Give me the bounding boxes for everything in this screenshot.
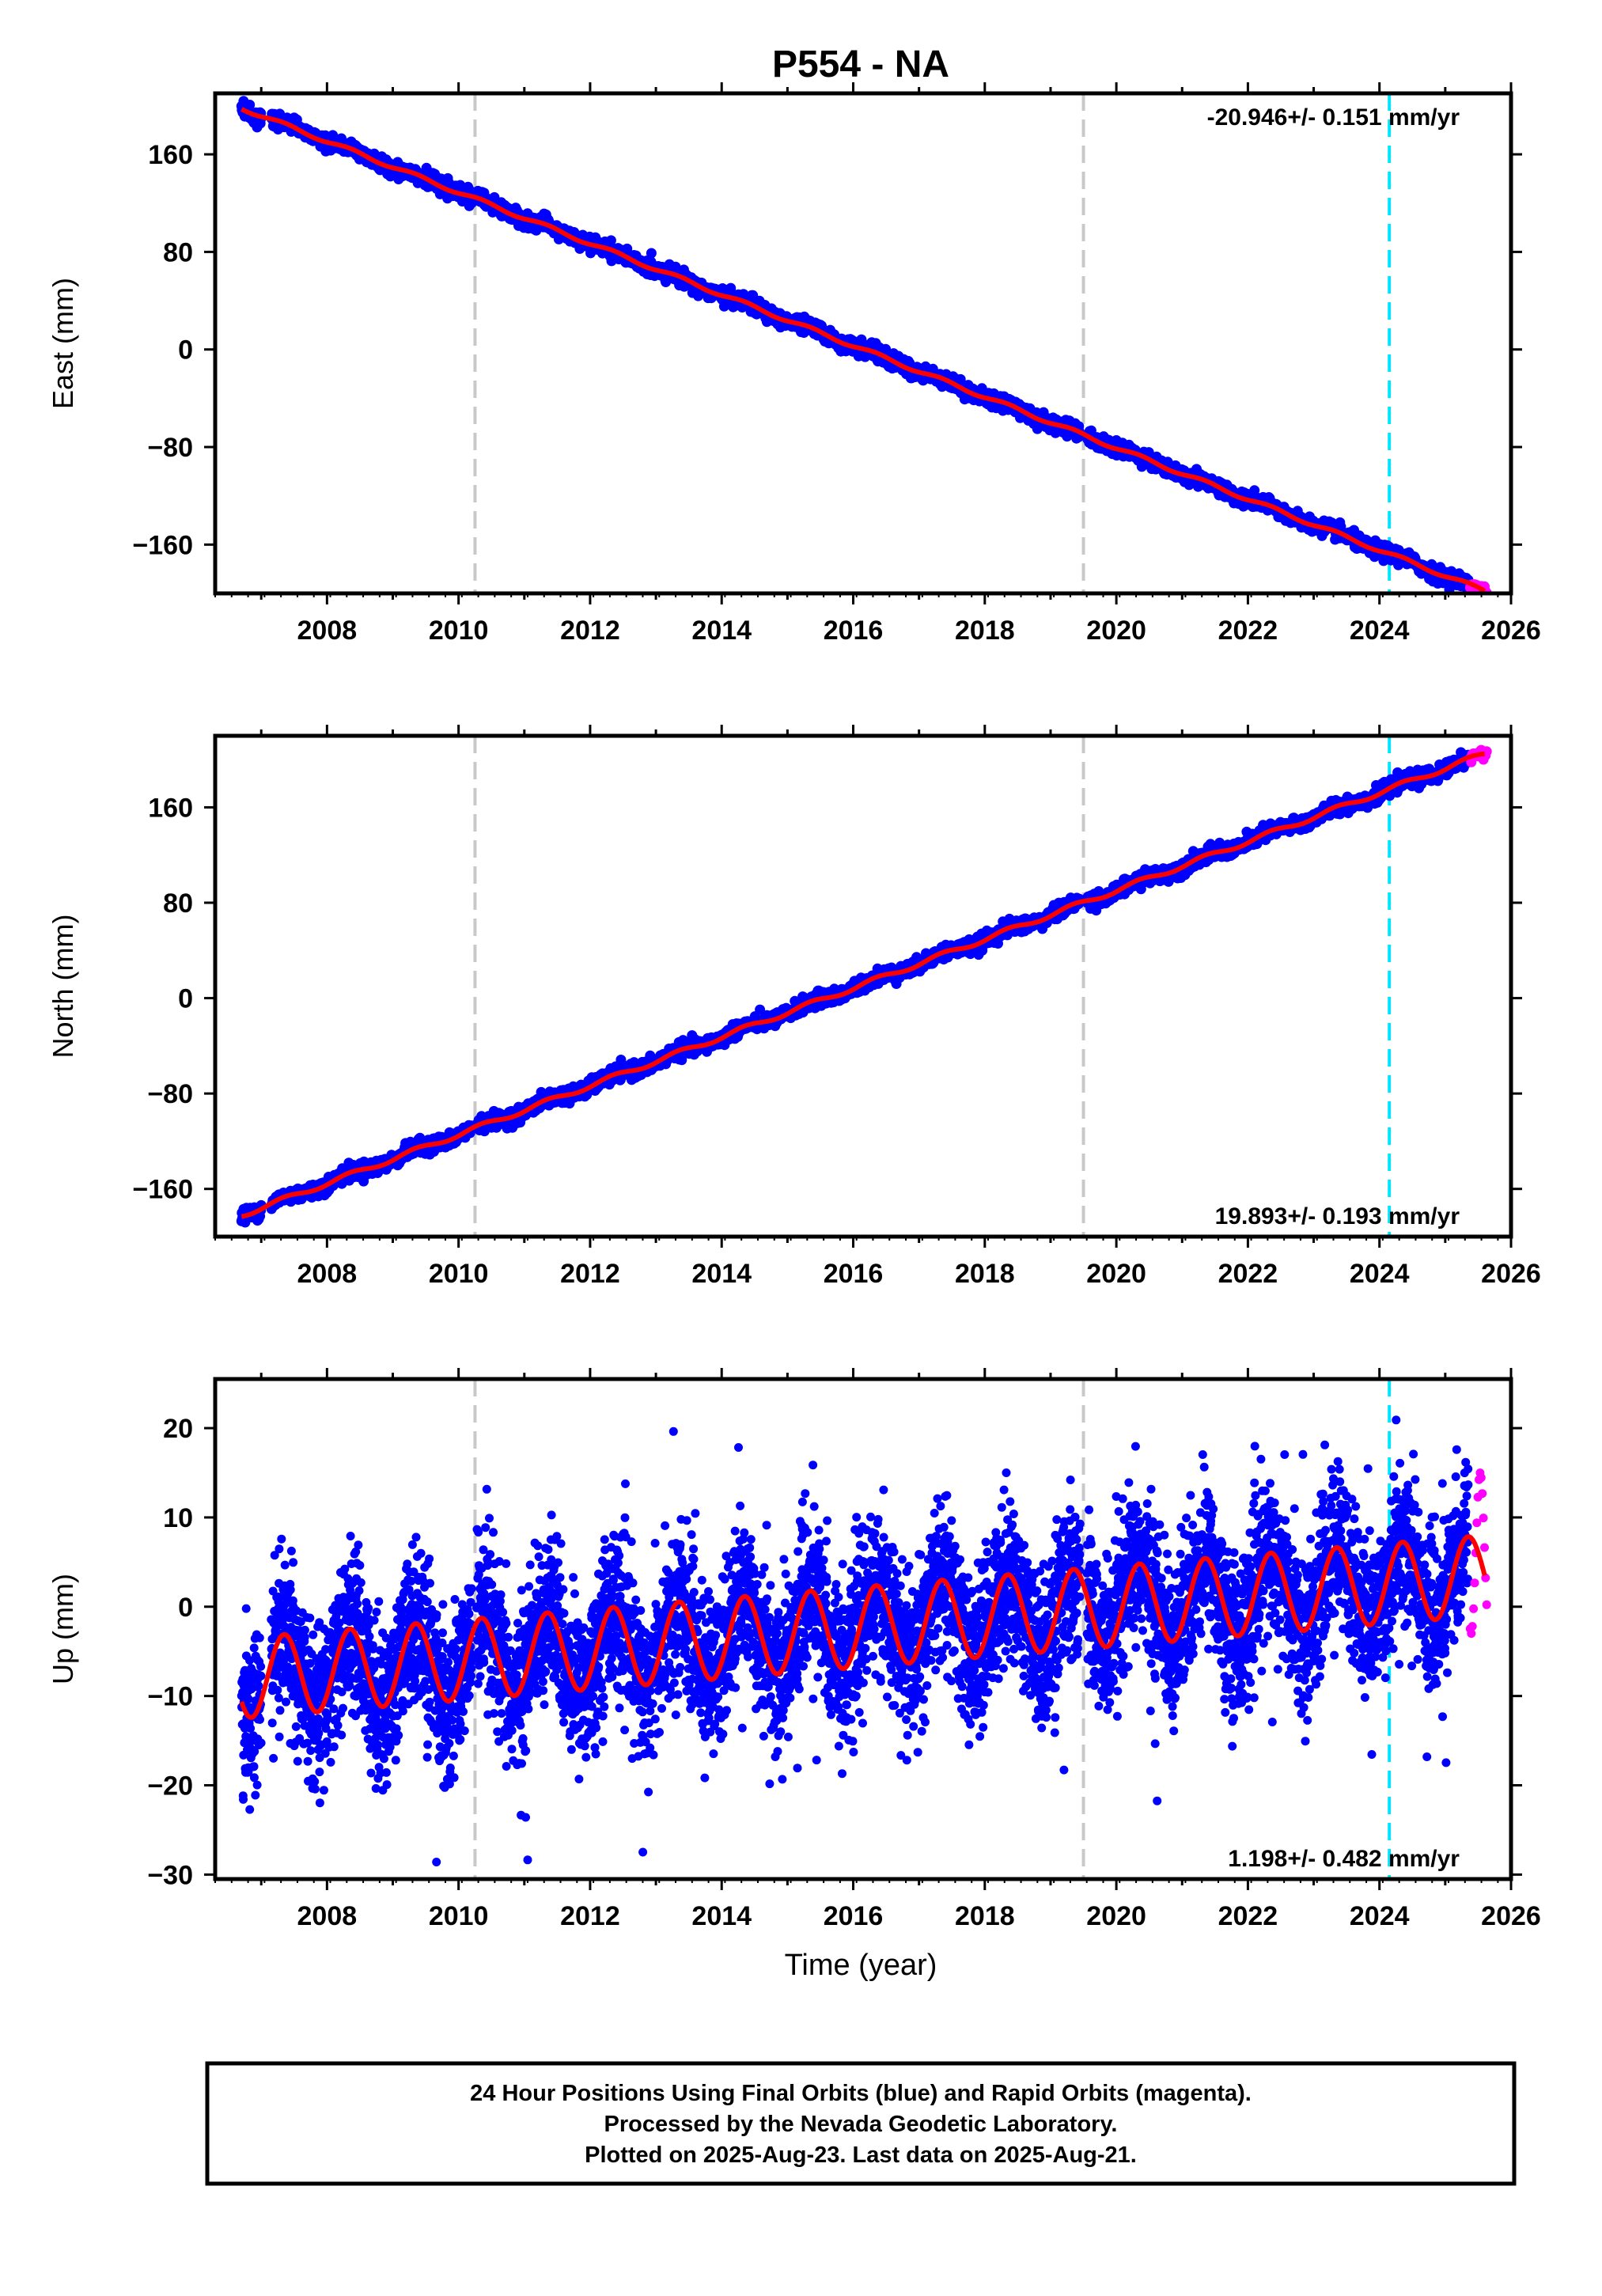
east-x-tick-label: 2012 <box>560 616 620 646</box>
east-y-tick-label: 0 <box>178 335 193 366</box>
east-x-tick-label: 2010 <box>429 616 489 646</box>
north-points <box>236 744 1492 1228</box>
east-y-axis-label: East (mm) <box>47 278 79 409</box>
north-clip-group <box>236 736 1492 1237</box>
east-rate-label: -20.946+/- 0.151 mm/yr <box>1207 104 1460 131</box>
east-x-tick-label: 2020 <box>1086 616 1146 646</box>
east-y-ticks: 160 80 0 −80 −160 <box>132 140 1522 560</box>
east-x-tick-label: 2016 <box>824 616 884 646</box>
east-x-tick-label: 2026 <box>1481 616 1541 646</box>
east-clip-group <box>236 93 1492 593</box>
east-y-tick-label: 80 <box>163 237 193 267</box>
east-y-tick-label: 160 <box>148 140 193 170</box>
east-final-point <box>605 235 616 246</box>
east-x-tick-label: 2008 <box>297 616 358 646</box>
east-panel: 160 80 0 −80 −160 2008 2010 2012 2014 2016 2018 20… <box>47 82 1541 646</box>
east-y-tick-label: −160 <box>132 530 193 560</box>
east-x-tick-label: 2018 <box>955 616 1015 646</box>
east-x-tick-label: 2024 <box>1350 616 1410 646</box>
north-vlines <box>473 736 1392 1237</box>
east-x-tick-label: 2014 <box>691 616 752 646</box>
east-x-tick-label: 2022 <box>1218 616 1278 646</box>
east-model-line <box>240 107 1486 593</box>
east-y-tick-label: −80 <box>147 433 193 463</box>
figure-title: P554 - NA <box>772 44 949 85</box>
east-vlines <box>473 93 1392 593</box>
east-final-point <box>646 248 657 259</box>
